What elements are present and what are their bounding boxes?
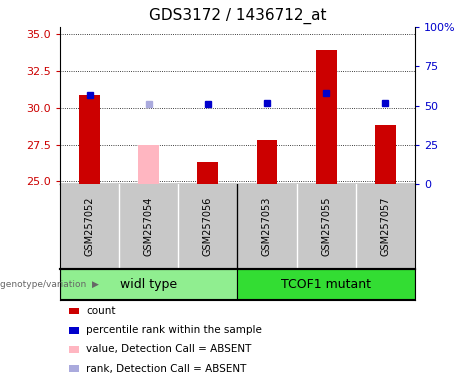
Text: GSM257057: GSM257057 xyxy=(380,197,390,256)
Text: GSM257055: GSM257055 xyxy=(321,197,331,256)
Bar xyxy=(237,270,415,299)
Bar xyxy=(79,94,100,184)
Text: genotype/variation  ▶: genotype/variation ▶ xyxy=(0,280,99,289)
Text: TCOF1 mutant: TCOF1 mutant xyxy=(281,278,371,291)
Text: percentile rank within the sample: percentile rank within the sample xyxy=(86,325,262,335)
Bar xyxy=(60,270,237,299)
Text: value, Detection Call = ABSENT: value, Detection Call = ABSENT xyxy=(86,344,252,354)
Text: GSM257054: GSM257054 xyxy=(144,197,154,256)
Text: GSM257053: GSM257053 xyxy=(262,197,272,256)
Bar xyxy=(257,140,278,184)
Text: GSM257056: GSM257056 xyxy=(203,197,213,256)
Bar xyxy=(375,126,396,184)
Text: count: count xyxy=(86,306,116,316)
Text: widl type: widl type xyxy=(120,278,177,291)
Bar xyxy=(138,145,159,184)
Text: GSM257052: GSM257052 xyxy=(84,197,95,256)
Bar xyxy=(197,162,218,184)
Bar xyxy=(316,50,337,184)
Text: rank, Detection Call = ABSENT: rank, Detection Call = ABSENT xyxy=(86,364,247,374)
Title: GDS3172 / 1436712_at: GDS3172 / 1436712_at xyxy=(148,8,326,24)
